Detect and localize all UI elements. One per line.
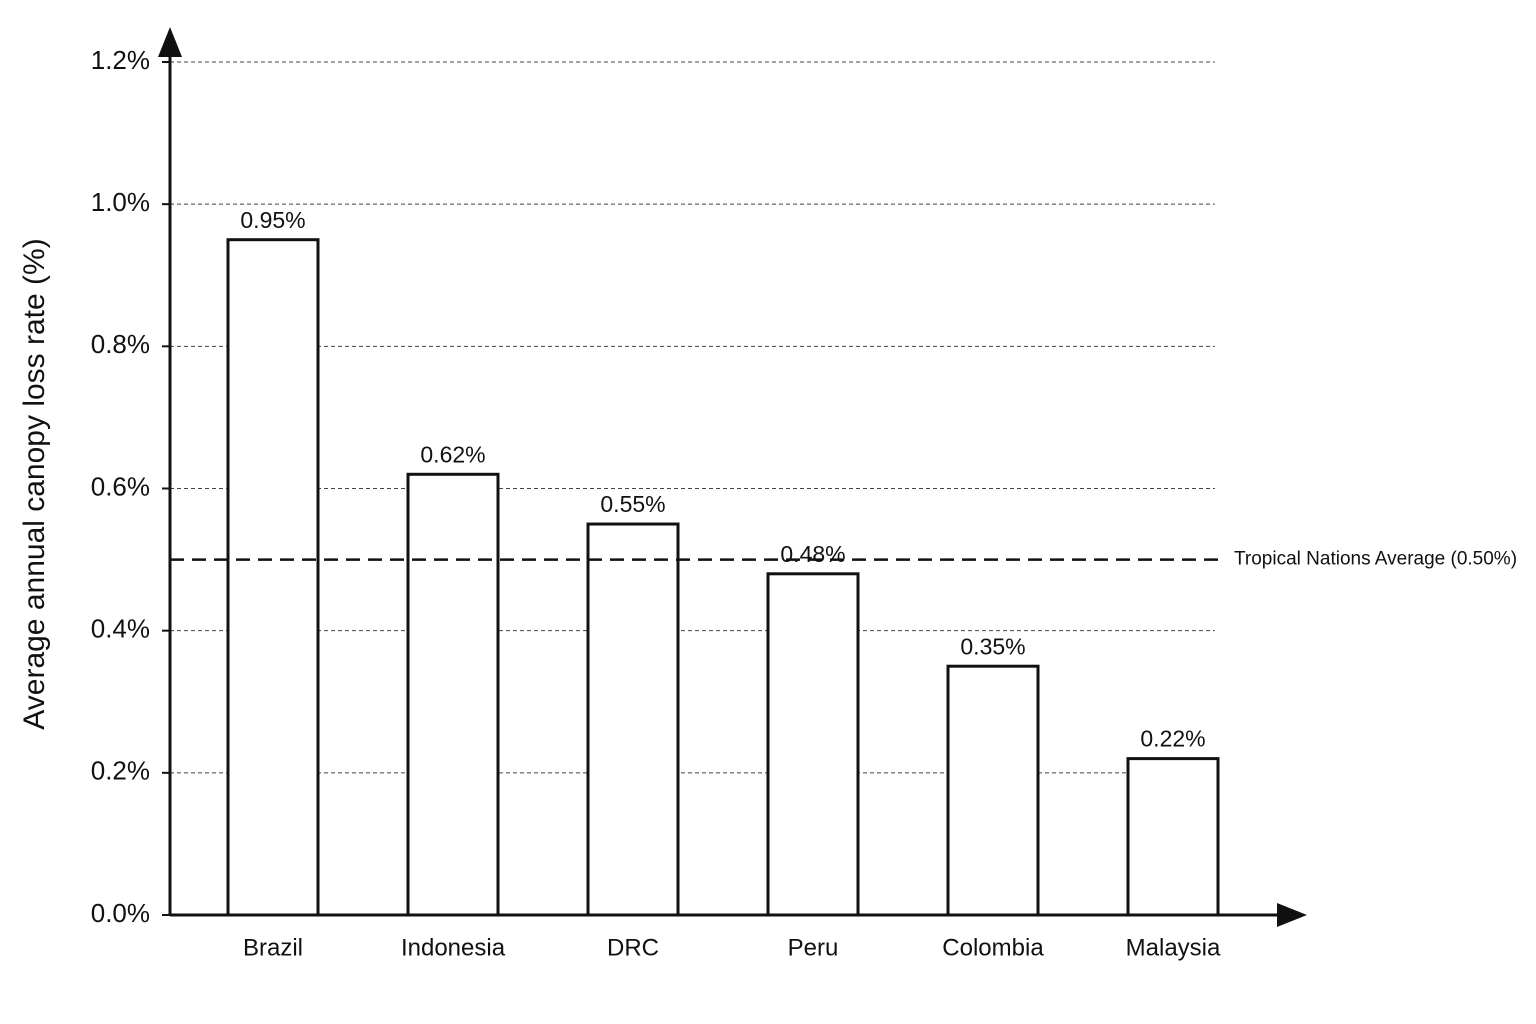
bar <box>586 522 680 917</box>
y-tick-label: 1.0% <box>91 187 150 217</box>
bar <box>766 572 860 917</box>
reference-label: Tropical Nations Average (0.50%) <box>1234 549 1517 570</box>
value-label: 0.22% <box>1140 726 1205 752</box>
y-tick-label: 0.2% <box>91 756 150 786</box>
x-tick-label: Malaysia <box>1126 934 1221 961</box>
y-axis-title: Average annual canopy loss rate (%) <box>18 238 51 729</box>
x-tick-label: Indonesia <box>401 934 506 961</box>
bar <box>1126 757 1220 917</box>
value-label: 0.62% <box>420 441 485 467</box>
y-tick-label: 0.0% <box>91 898 150 928</box>
bar <box>946 664 1040 917</box>
x-tick-label: Peru <box>788 934 839 961</box>
bar <box>406 472 500 917</box>
value-label: 0.35% <box>960 633 1025 659</box>
x-tick-label: DRC <box>607 934 659 961</box>
y-tick-label: 0.4% <box>91 614 150 644</box>
y-tick-label: 0.8% <box>91 329 150 359</box>
y-tick-label: 1.2% <box>91 45 150 75</box>
y-tick-label: 0.6% <box>91 471 150 501</box>
x-tick-label: Brazil <box>243 934 303 961</box>
value-label: 0.55% <box>600 491 665 517</box>
value-label: 0.95% <box>240 207 305 233</box>
value-label: 0.48% <box>780 541 845 567</box>
bar <box>226 238 320 917</box>
x-tick-label: Colombia <box>942 934 1044 961</box>
